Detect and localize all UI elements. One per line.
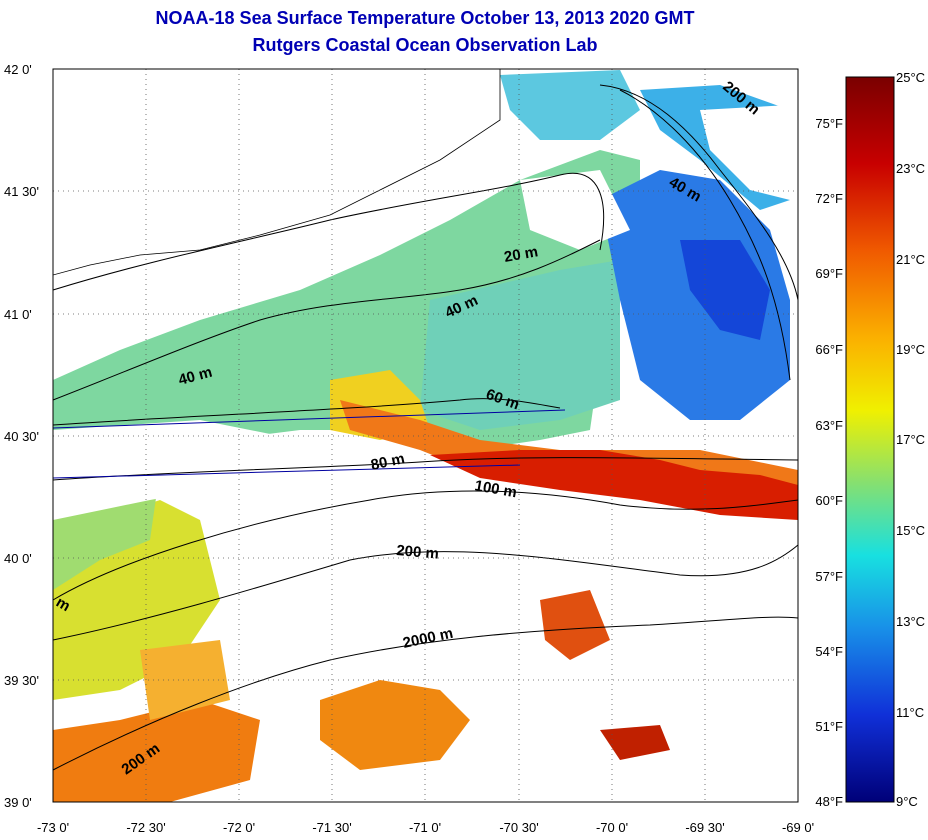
sst-patch-offshore-4 bbox=[600, 725, 670, 760]
colorbar-fahrenheit-labels: 75°F 72°F 69°F 66°F 63°F 60°F 57°F 54°F … bbox=[815, 116, 843, 809]
x-axis: -73 0' -72 30' -72 0' -71 30' -71 0' -70… bbox=[37, 820, 814, 835]
sst-patch-offshore-2 bbox=[320, 680, 470, 770]
contour-100m bbox=[52, 490, 799, 601]
map-title: NOAA-18 Sea Surface Temperature October … bbox=[155, 8, 695, 28]
sst-patch-cape-cod bbox=[500, 70, 640, 140]
celsius-label: 21°C bbox=[896, 252, 925, 267]
sst-field bbox=[53, 69, 798, 802]
bathymetry-contours bbox=[52, 84, 799, 771]
fahrenheit-label: 48°F bbox=[815, 794, 843, 809]
y-tick-label: 40 0' bbox=[4, 551, 32, 566]
celsius-label: 15°C bbox=[896, 523, 925, 538]
y-tick-label: 39 30' bbox=[4, 673, 39, 688]
x-tick-label: -72 0' bbox=[223, 820, 255, 835]
fahrenheit-label: 72°F bbox=[815, 191, 843, 206]
contour-200m bbox=[52, 544, 799, 641]
x-tick-label: -73 0' bbox=[37, 820, 69, 835]
cloud-gap-2 bbox=[520, 170, 630, 250]
cloud-gap-1 bbox=[53, 420, 300, 520]
sst-patch-offshore-1 bbox=[53, 700, 260, 802]
lat-lon-grid bbox=[53, 69, 798, 802]
y-tick-label: 40 30' bbox=[4, 429, 39, 444]
fahrenheit-label: 57°F bbox=[815, 569, 843, 584]
celsius-label: 9°C bbox=[896, 794, 918, 809]
x-tick-label: -70 0' bbox=[596, 820, 628, 835]
x-tick-label: -72 30' bbox=[126, 820, 165, 835]
fahrenheit-label: 63°F bbox=[815, 418, 843, 433]
map-frame bbox=[52, 68, 799, 803]
celsius-label: 25°C bbox=[896, 70, 925, 85]
x-tick-label: -71 0' bbox=[409, 820, 441, 835]
contour-80m bbox=[52, 457, 799, 481]
sst-patch-gulfstream bbox=[430, 450, 798, 520]
colorbar bbox=[845, 76, 895, 803]
x-tick-label: -70 30' bbox=[499, 820, 538, 835]
fahrenheit-label: 54°F bbox=[815, 644, 843, 659]
contour-2000m bbox=[52, 616, 799, 771]
celsius-label: 11°C bbox=[896, 705, 924, 720]
contour-label-200m-a: 200 m bbox=[396, 542, 440, 563]
sst-patch-offshore-3 bbox=[540, 590, 610, 660]
fahrenheit-label: 69°F bbox=[815, 266, 843, 281]
fahrenheit-label: 60°F bbox=[815, 493, 843, 508]
land-new-england bbox=[53, 69, 501, 276]
sst-patch-shelf bbox=[53, 150, 640, 560]
celsius-label: 23°C bbox=[896, 161, 925, 176]
x-tick-label: -71 30' bbox=[312, 820, 351, 835]
contour-label-20m: 20 m bbox=[503, 243, 540, 266]
cloud-gap-3 bbox=[700, 105, 790, 200]
y-axis: 42 0' 41 30' 41 0' 40 30' 40 0' 39 30' 3… bbox=[4, 62, 39, 810]
track-line-1 bbox=[52, 409, 566, 429]
contour-60m bbox=[52, 398, 561, 426]
map-subtitle: Rutgers Coastal Ocean Observation Lab bbox=[252, 35, 598, 55]
colorbar-celsius-labels: 25°C 23°C 21°C 19°C 17°C 15°C 13°C 11°C … bbox=[896, 70, 925, 809]
x-tick-label: -69 0' bbox=[782, 820, 814, 835]
contour-georges bbox=[599, 84, 799, 301]
contour-label-2000m: 2000 m bbox=[401, 625, 454, 652]
fahrenheit-label: 75°F bbox=[815, 116, 843, 131]
sst-patch-cold-core bbox=[680, 240, 770, 340]
x-tick-label: -69 30' bbox=[685, 820, 724, 835]
track-line-2 bbox=[52, 464, 521, 479]
y-tick-label: 41 0' bbox=[4, 307, 32, 322]
contour-20m bbox=[52, 172, 605, 291]
sst-patch-shelf-outer bbox=[420, 260, 620, 430]
fahrenheit-label: 66°F bbox=[815, 342, 843, 357]
y-tick-label: 39 0' bbox=[4, 795, 32, 810]
y-tick-label: 41 30' bbox=[4, 184, 39, 199]
celsius-label: 13°C bbox=[896, 614, 925, 629]
contour-label-80m: 80 m bbox=[369, 450, 406, 474]
celsius-label: 17°C bbox=[896, 432, 925, 447]
celsius-label: 19°C bbox=[896, 342, 925, 357]
contour-georges-inner bbox=[619, 89, 791, 381]
fahrenheit-label: 51°F bbox=[815, 719, 843, 734]
contour-40m bbox=[52, 239, 601, 401]
y-tick-label: 42 0' bbox=[4, 62, 32, 77]
